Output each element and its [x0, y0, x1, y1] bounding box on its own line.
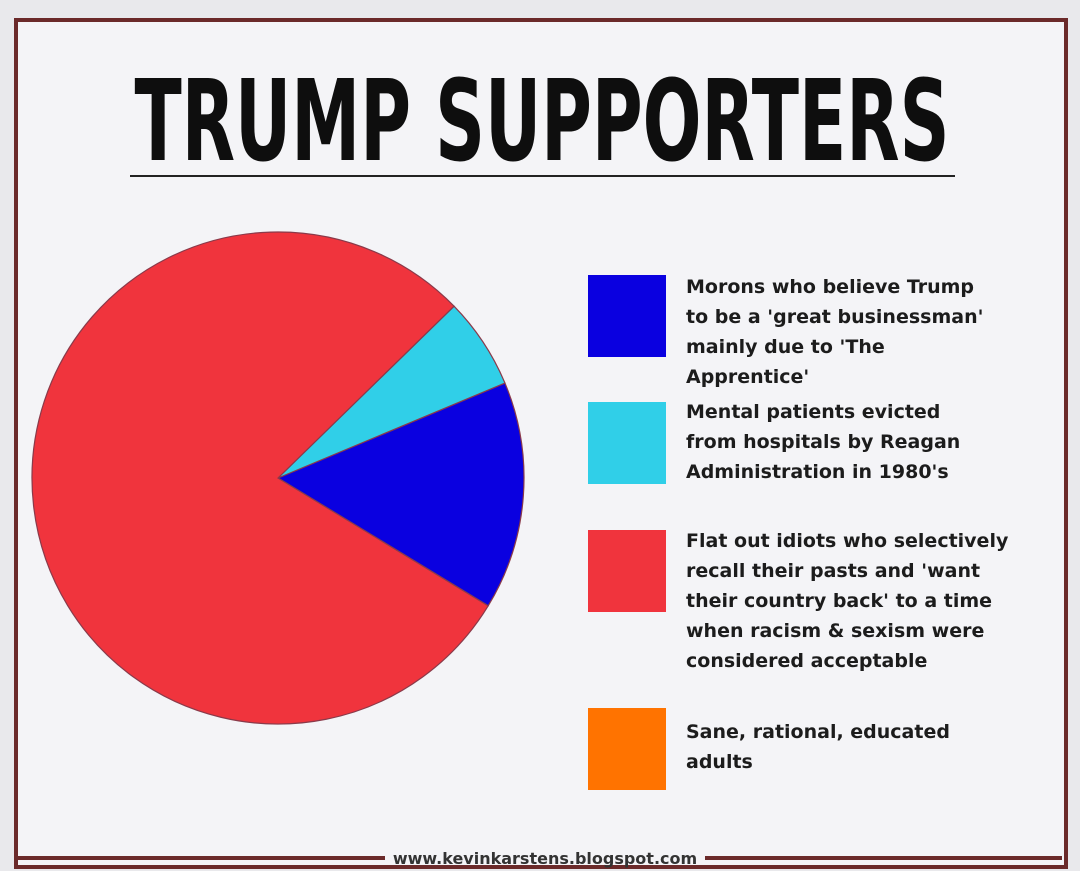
legend-label: Morons who believe Trump to be a 'great …	[686, 276, 984, 388]
legend-swatch	[588, 402, 666, 484]
pie-slice	[31, 231, 490, 725]
chart-title: TRUMP SUPPORTERS	[135, 57, 950, 187]
legend-swatch	[588, 530, 666, 612]
legend-swatch	[588, 708, 666, 790]
legend-label: Flat out idiots who selectively recall t…	[686, 530, 1009, 672]
legend-swatch	[588, 275, 666, 357]
legend-label: Mental patients evicted from hospitals b…	[686, 401, 961, 483]
pie-slice	[276, 382, 525, 607]
legend-label: Sane, rational, educated adults	[686, 721, 950, 773]
source: www.kevinkarstens.blogspot.com	[393, 849, 697, 868]
